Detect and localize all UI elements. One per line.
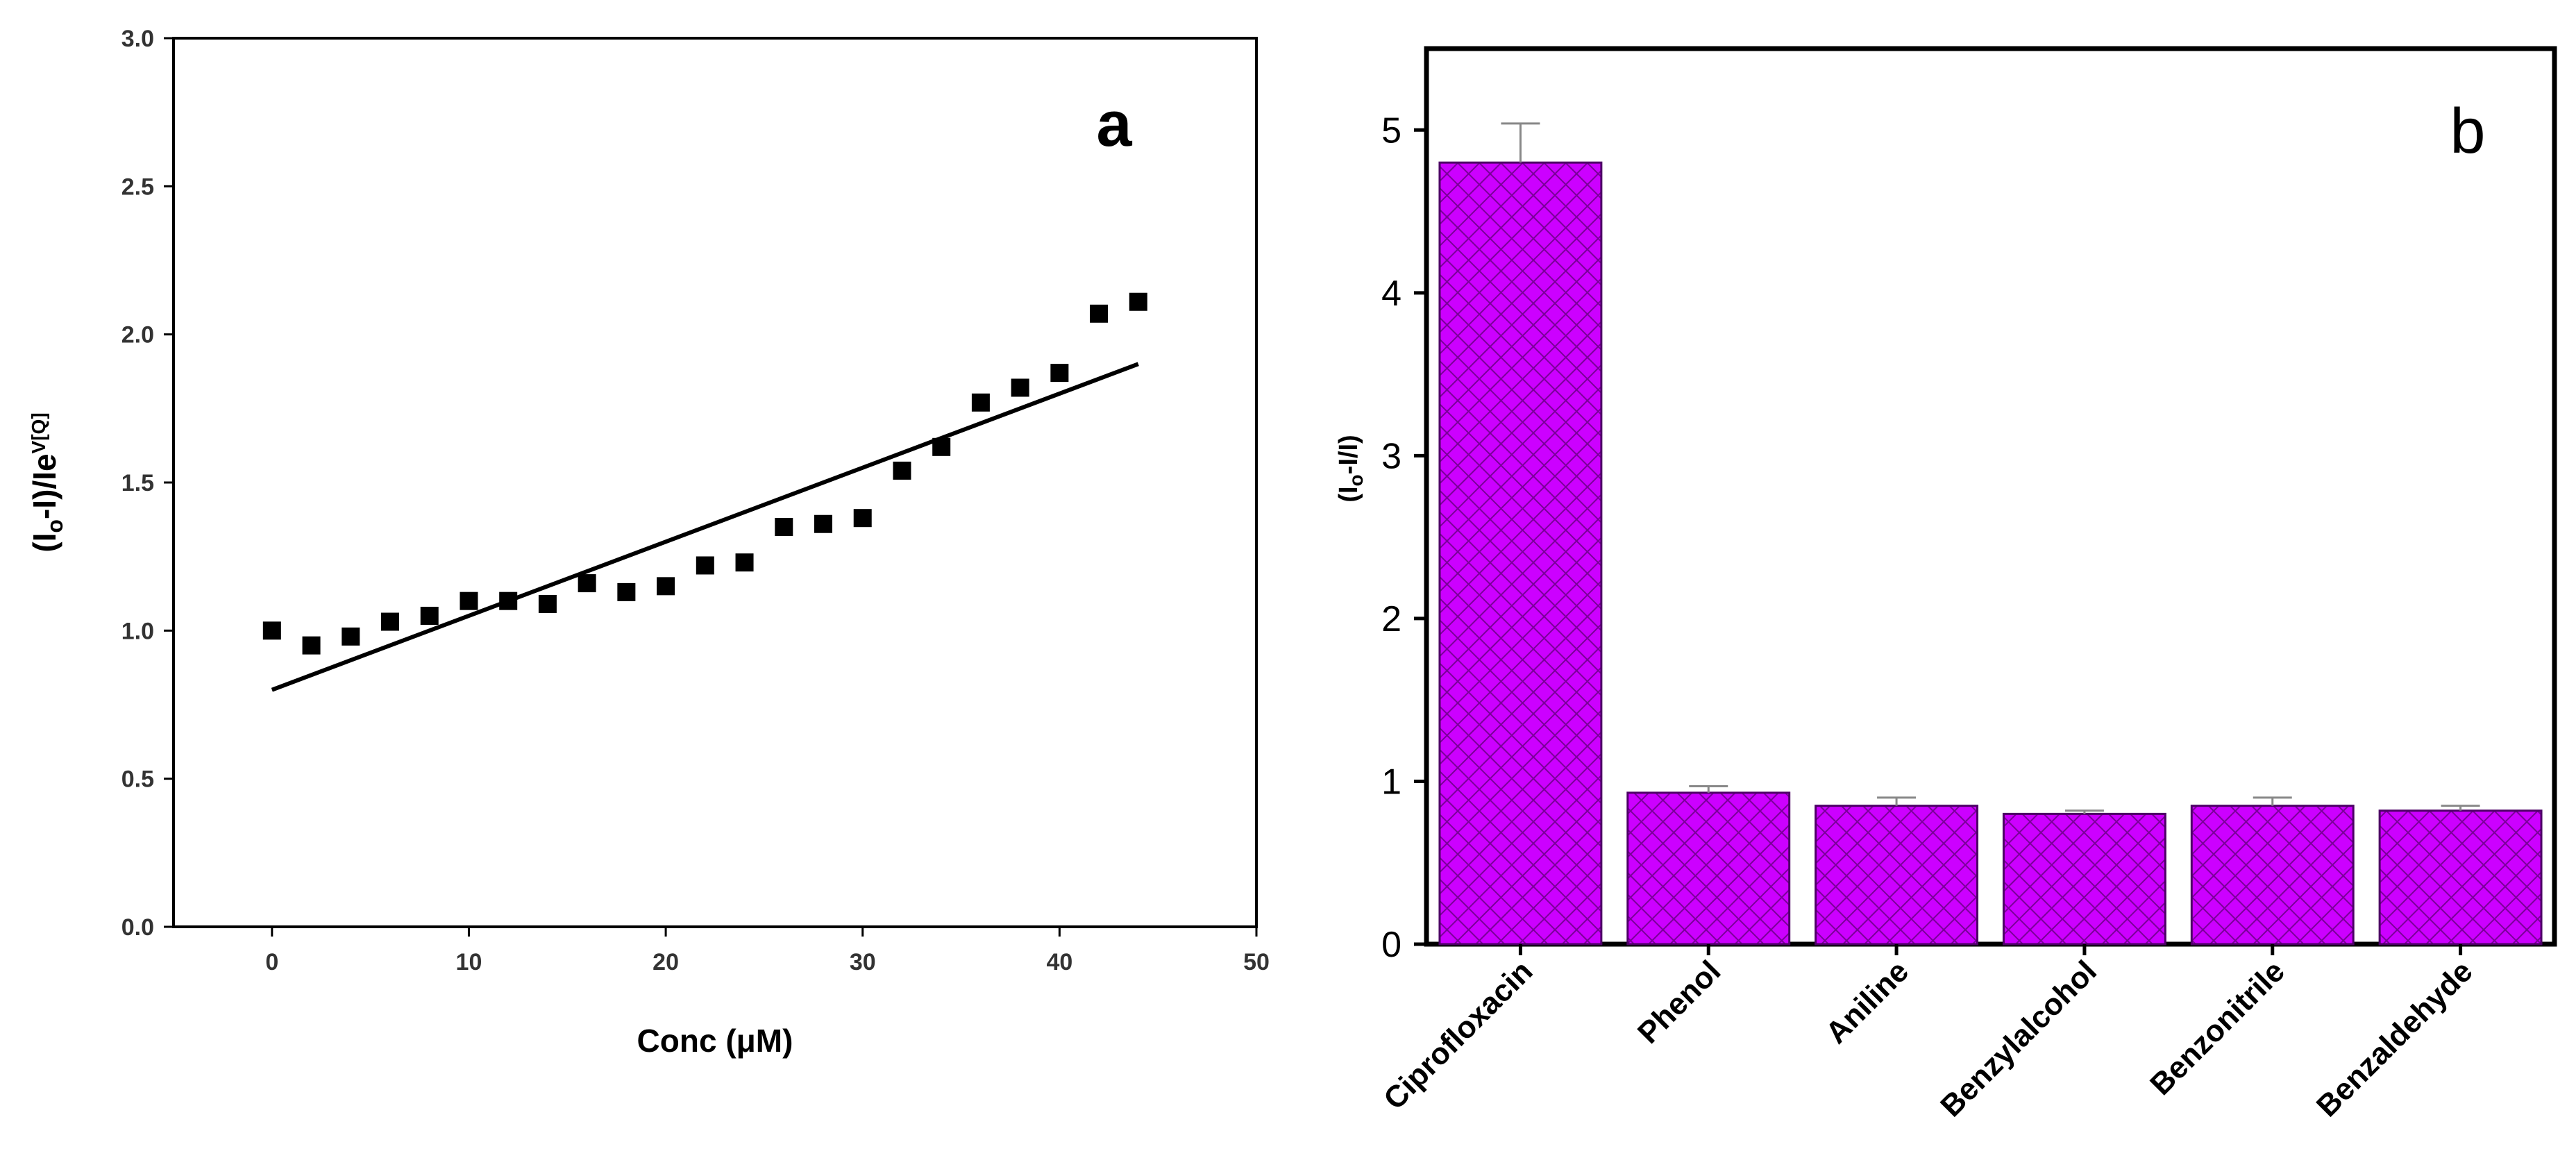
- panel-a-data-point: [420, 607, 439, 625]
- panel-b-category-label: Ciprofloxacin: [1377, 954, 1539, 1116]
- panel-a-data-point: [735, 553, 754, 572]
- panel-a-label: a: [1096, 89, 1132, 160]
- panel-a-x-tick-label: 10: [456, 949, 482, 975]
- panel-a-data-point: [1090, 304, 1109, 323]
- panel-b-bar: [2002, 812, 2166, 946]
- panel-b-y-axis-label: (Io-I/I): [1334, 435, 1367, 502]
- panel-b-category-label: Aniline: [1819, 954, 1915, 1050]
- panel-a-data-point: [1011, 378, 1029, 397]
- panel-b-y-tick-label: 5: [1381, 110, 1401, 151]
- panel-b-y-tick-label: 3: [1381, 436, 1401, 476]
- panel-a-y-tick-label: 1.5: [121, 470, 154, 496]
- panel-b-y-label-part-1: (I: [1334, 486, 1363, 502]
- panel-b-bar: [1626, 791, 1791, 946]
- panel-a-y-tick-label: 3.0: [121, 26, 154, 52]
- panel-a-y-tick-label: 0.0: [121, 914, 154, 941]
- panel-a-data-point: [1050, 364, 1069, 383]
- panel-a-data-point: [460, 591, 478, 610]
- panel-a-data-point: [538, 594, 557, 613]
- panel-a-data-point: [932, 437, 951, 456]
- panel-a-data-point: [814, 514, 832, 533]
- panel-a-y-tick-label: 2.0: [121, 322, 154, 349]
- panel-b-plot-frame: [1424, 46, 2557, 947]
- panel-b-category-label: Benzylalcohol: [1934, 954, 2103, 1123]
- panel-a-fit-line: [271, 362, 1139, 692]
- panel-b-category-label: Benzonitrile: [2144, 954, 2291, 1102]
- panel-a-data-point: [381, 612, 399, 631]
- panel-a-y-label-sub: o: [42, 519, 67, 533]
- panel-a-x-tick-label: 40: [1046, 949, 1072, 975]
- panel-b-y-label-sub: o: [1345, 474, 1367, 486]
- panel-a-data-points: [262, 292, 1147, 655]
- panel-b-bar: [1815, 805, 1979, 946]
- panel-a-x-tick-label: 0: [265, 949, 278, 975]
- panel-b-category-label: Benzaldehyde: [2310, 954, 2480, 1123]
- panel-a-y-tick-label: 2.5: [121, 174, 154, 200]
- panel-a-data-point: [853, 509, 872, 528]
- panel-b-y-tick-label: 1: [1381, 762, 1401, 802]
- panel-a-data-point: [1129, 292, 1147, 311]
- panel-b-category-labels: Ciprofloxacin Phenol Aniline Benzylalcohol B…: [1377, 944, 2480, 1123]
- panel-a-x-tick-label: 50: [1243, 949, 1270, 975]
- panel-a-data-point: [696, 556, 714, 575]
- panel-a-data-point: [893, 461, 911, 480]
- panel-a: 0 10 20 30 40 50 0.0 0.5 1.0 1.5 2.0 2.5 3.0 Conc (…: [26, 26, 1270, 1059]
- panel-a-data-point: [578, 574, 596, 593]
- panel-a-y-label-part-2: -I)/Ie: [26, 453, 62, 519]
- panel-a-x-tick-label: 30: [850, 949, 876, 975]
- panel-b-y-tick-label: 2: [1381, 599, 1401, 639]
- panel-a-y-axis-label: (Io-I)/IeV[Q]: [26, 412, 67, 552]
- panel-a-y-label-part-1: (I: [26, 533, 62, 553]
- panel-a-y-ticks: 0.0 0.5 1.0 1.5 2.0 2.5 3.0: [121, 26, 174, 941]
- panel-a-data-point: [342, 627, 360, 646]
- panel-a-plot-frame: [172, 37, 1258, 928]
- panel-a-data-point: [775, 518, 793, 536]
- panel-b-y-label-part-2: -I/I): [1334, 435, 1363, 474]
- panel-b-y-ticks: 0 1 2 3 4 5: [1381, 110, 1426, 965]
- panel-a-data-point: [262, 621, 281, 640]
- panel-a-y-tick-label: 1.0: [121, 618, 154, 644]
- panel-b-bar: [2190, 805, 2355, 946]
- panel-b-bars: [1438, 122, 2543, 946]
- panel-b-label: b: [2450, 96, 2485, 167]
- panel-a-data-point: [657, 577, 675, 596]
- panel-b-y-tick-label: 4: [1381, 274, 1401, 314]
- panel-a-y-tick-label: 0.5: [121, 766, 154, 793]
- panel-b-category-label: Phenol: [1631, 954, 1727, 1050]
- panel-a-x-ticks: 0 10 20 30 40 50: [265, 927, 1270, 975]
- panel-a-x-axis-label: Conc (μM): [637, 1023, 793, 1059]
- panel-a-data-point: [499, 591, 518, 610]
- panel-a-data-point: [302, 636, 321, 655]
- panel-a-x-tick-label: 20: [653, 949, 679, 975]
- panel-b: 0 1 2 3 4 5 Ciprofloxacin Phenol Aniline Benzyla…: [1334, 46, 2557, 1123]
- panel-b-bar: [2378, 809, 2543, 946]
- panel-a-data-point: [617, 582, 636, 601]
- panel-b-y-tick-label: 0: [1381, 925, 1401, 965]
- panel-a-y-label-sup: V[Q]: [28, 412, 49, 453]
- panel-b-bar: [1438, 161, 1603, 946]
- panel-a-data-point: [971, 393, 990, 412]
